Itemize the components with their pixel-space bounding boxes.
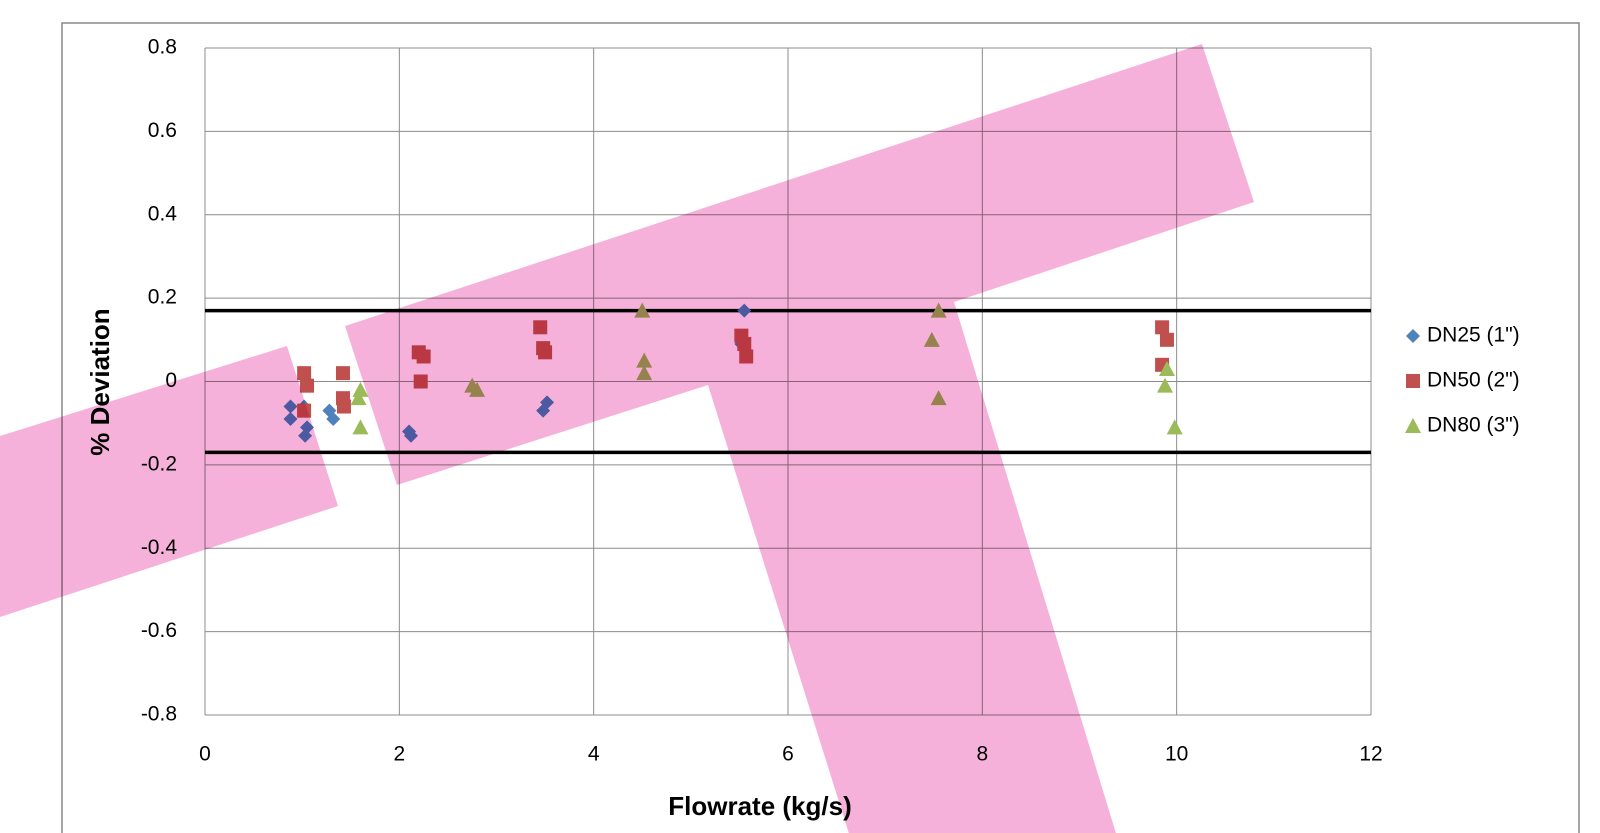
y-tick-label: -0.8 [141, 703, 177, 726]
legend-label: DN25 (1") [1427, 324, 1520, 347]
chart: -0.8-0.6-0.4-0.200.20.40.60.8024681012 F… [0, 0, 1600, 833]
data-point [1160, 333, 1174, 347]
y-tick-label: 0.8 [148, 36, 177, 59]
x-axis-title: Flowrate (kg/s) [668, 791, 851, 821]
x-tick-label: 10 [1165, 743, 1188, 766]
x-tick-label: 6 [782, 743, 794, 766]
x-tick-label: 12 [1359, 743, 1382, 766]
y-tick-label: 0.2 [148, 286, 177, 309]
y-tick-label: -0.6 [141, 619, 177, 642]
legend-label: DN80 (3") [1427, 414, 1520, 437]
y-tick-label: 0.4 [148, 202, 178, 225]
x-tick-label: 0 [199, 743, 211, 766]
legend-marker [1406, 374, 1420, 388]
x-tick-label: 4 [588, 743, 600, 766]
x-tick-label: 2 [393, 743, 405, 766]
data-point [336, 366, 350, 380]
legend-label: DN50 (2") [1427, 369, 1520, 392]
y-tick-label: 0.6 [148, 119, 177, 142]
data-point [297, 366, 311, 380]
data-point [300, 379, 314, 393]
data-point [1155, 320, 1169, 334]
data-point [337, 400, 351, 414]
page: {"chart_data": {"type": "scatter", "x_la… [0, 0, 1600, 833]
